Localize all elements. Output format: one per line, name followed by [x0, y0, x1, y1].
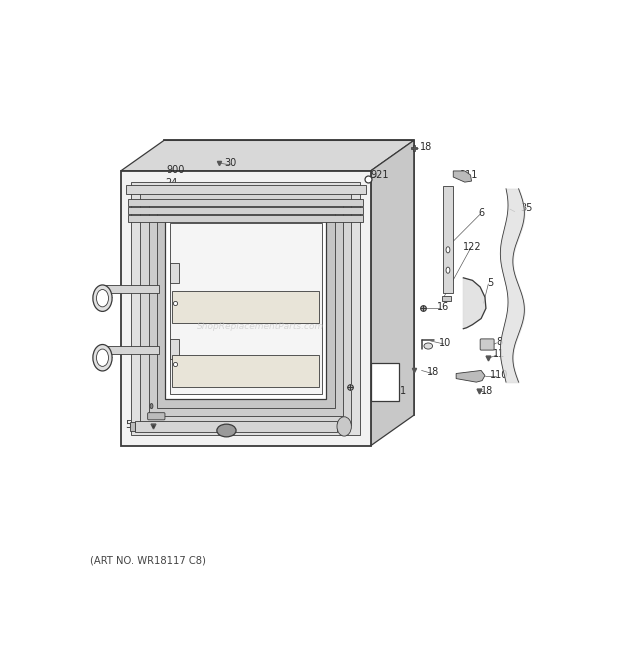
- Text: 21: 21: [243, 354, 255, 364]
- Polygon shape: [456, 370, 485, 382]
- Text: ShopReplacementParts.com: ShopReplacementParts.com: [197, 322, 324, 330]
- FancyBboxPatch shape: [125, 184, 366, 194]
- FancyBboxPatch shape: [157, 209, 335, 408]
- Text: 18: 18: [480, 386, 493, 397]
- Ellipse shape: [217, 424, 236, 437]
- Ellipse shape: [97, 349, 108, 366]
- FancyBboxPatch shape: [128, 199, 363, 206]
- Ellipse shape: [93, 344, 112, 371]
- FancyBboxPatch shape: [172, 355, 319, 387]
- Bar: [170, 262, 179, 283]
- Text: 21: 21: [325, 410, 337, 420]
- Text: 110: 110: [490, 369, 508, 379]
- Polygon shape: [371, 140, 414, 446]
- Bar: [170, 339, 179, 360]
- Ellipse shape: [446, 267, 450, 273]
- Text: 30: 30: [224, 158, 236, 169]
- FancyBboxPatch shape: [131, 182, 360, 434]
- Text: 32: 32: [133, 356, 145, 366]
- FancyBboxPatch shape: [149, 200, 343, 416]
- FancyBboxPatch shape: [371, 363, 399, 401]
- Text: 16: 16: [436, 302, 449, 313]
- Polygon shape: [121, 140, 414, 171]
- FancyBboxPatch shape: [170, 223, 322, 394]
- FancyBboxPatch shape: [128, 215, 363, 222]
- FancyBboxPatch shape: [102, 346, 159, 354]
- Text: 28: 28: [134, 400, 146, 410]
- FancyBboxPatch shape: [140, 191, 352, 426]
- Ellipse shape: [424, 343, 433, 349]
- Text: 21: 21: [93, 291, 105, 301]
- Text: 4: 4: [149, 202, 155, 212]
- FancyBboxPatch shape: [102, 285, 159, 293]
- Ellipse shape: [150, 403, 153, 408]
- Text: 1: 1: [401, 386, 406, 397]
- Text: 11: 11: [494, 349, 505, 359]
- FancyBboxPatch shape: [165, 217, 326, 399]
- Ellipse shape: [97, 290, 108, 307]
- Ellipse shape: [93, 285, 112, 311]
- Ellipse shape: [446, 247, 450, 253]
- Polygon shape: [463, 278, 486, 329]
- Text: 921: 921: [370, 170, 389, 180]
- Text: 35: 35: [520, 202, 533, 213]
- Polygon shape: [121, 171, 371, 446]
- Text: 21: 21: [93, 351, 105, 361]
- Text: 122: 122: [463, 243, 482, 253]
- Text: 10: 10: [439, 338, 451, 348]
- Text: 24: 24: [165, 178, 177, 188]
- FancyBboxPatch shape: [128, 207, 363, 214]
- Text: 23: 23: [159, 189, 171, 200]
- Text: 18: 18: [427, 368, 439, 377]
- Text: 29: 29: [213, 418, 226, 428]
- FancyBboxPatch shape: [172, 291, 319, 323]
- FancyBboxPatch shape: [148, 412, 165, 420]
- Text: 900: 900: [167, 165, 185, 175]
- FancyBboxPatch shape: [480, 339, 494, 350]
- Text: 5: 5: [487, 278, 494, 288]
- Text: |||: |||: [381, 386, 388, 393]
- Text: 25: 25: [335, 379, 347, 390]
- FancyBboxPatch shape: [441, 295, 451, 301]
- Bar: [130, 422, 135, 430]
- Text: 18: 18: [420, 141, 432, 151]
- Text: 32: 32: [133, 296, 145, 306]
- Text: 6: 6: [478, 208, 484, 217]
- Text: (ART NO. WR18117 C8): (ART NO. WR18117 C8): [89, 555, 205, 565]
- Polygon shape: [453, 171, 471, 182]
- Text: 111: 111: [461, 170, 479, 180]
- Text: 8: 8: [497, 337, 502, 347]
- FancyBboxPatch shape: [443, 186, 453, 293]
- Text: 566: 566: [125, 420, 144, 430]
- FancyBboxPatch shape: [135, 421, 337, 432]
- Polygon shape: [164, 140, 414, 415]
- Text: 26: 26: [134, 410, 146, 420]
- Ellipse shape: [337, 417, 352, 436]
